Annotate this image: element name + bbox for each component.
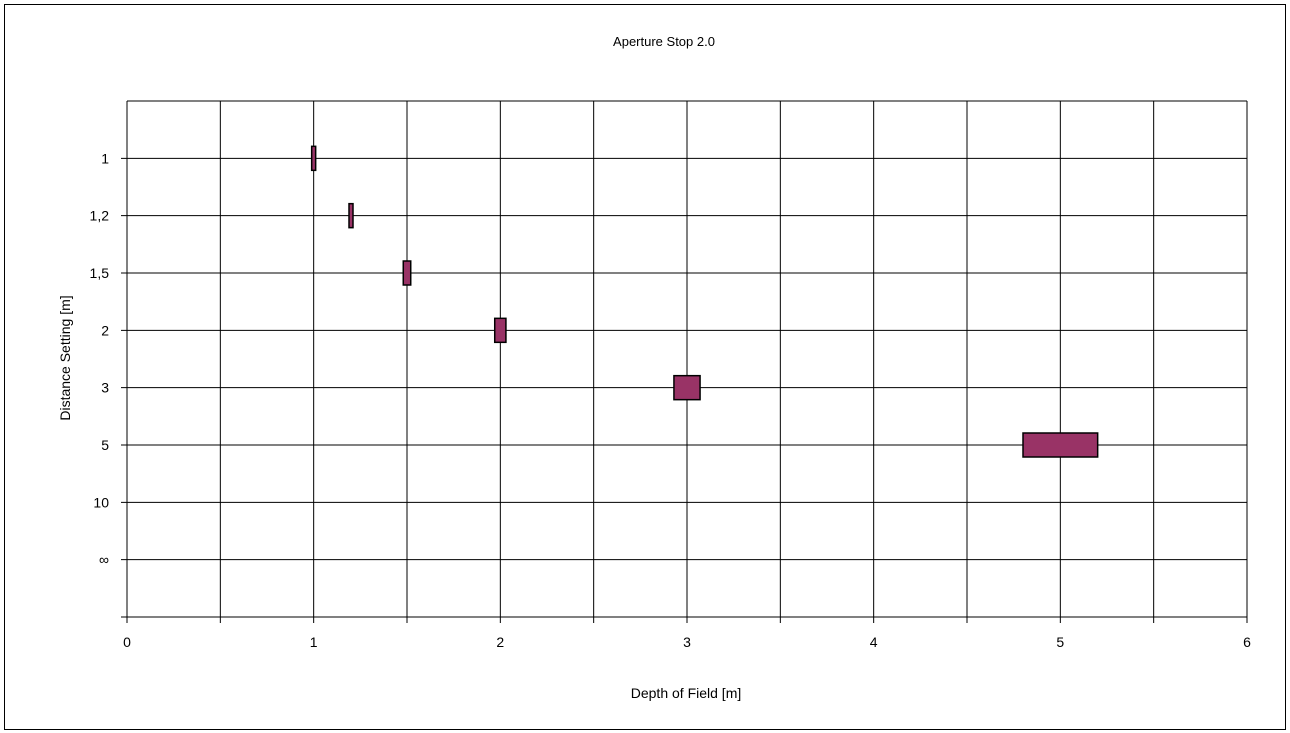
y-tick-label: 1 (101, 150, 109, 166)
x-tick-labels: 0 1 2 3 4 5 6 (123, 634, 1251, 650)
x-tick-label: 4 (870, 634, 878, 650)
dof-bar (310, 145, 317, 172)
y-tick-label: 10 (93, 494, 109, 510)
x-tick-label: 2 (496, 634, 504, 650)
y-tick-label: 3 (101, 380, 109, 396)
bars (310, 145, 1099, 458)
x-axis-title: Depth of Field [m] (631, 685, 742, 701)
x-tick-label: 6 (1243, 634, 1251, 650)
y-axis-title: Distance Setting [m] (57, 295, 73, 420)
x-tick-label: 0 (123, 634, 131, 650)
y-tick-label: 1,5 (90, 265, 110, 281)
dof-bar (402, 260, 412, 286)
dof-bar (673, 374, 701, 401)
dof-bar (348, 202, 354, 229)
dof-bar (493, 317, 507, 344)
x-tick-label: 3 (683, 634, 691, 650)
y-tick-labels: 1 1,2 1,5 2 3 5 10 ∞ (90, 150, 110, 567)
chart-frame (4, 4, 1286, 730)
x-tick-label: 1 (310, 634, 318, 650)
y-tick-label: ∞ (99, 552, 109, 568)
y-tick-label: 2 (101, 322, 109, 338)
dof-bar (1022, 432, 1099, 458)
x-tick-label: 5 (1056, 634, 1064, 650)
grid (121, 100, 1248, 623)
chart-title: Aperture Stop 2.0 (613, 34, 715, 49)
y-tick-label: 1,2 (90, 208, 110, 224)
y-tick-label: 5 (101, 437, 109, 453)
